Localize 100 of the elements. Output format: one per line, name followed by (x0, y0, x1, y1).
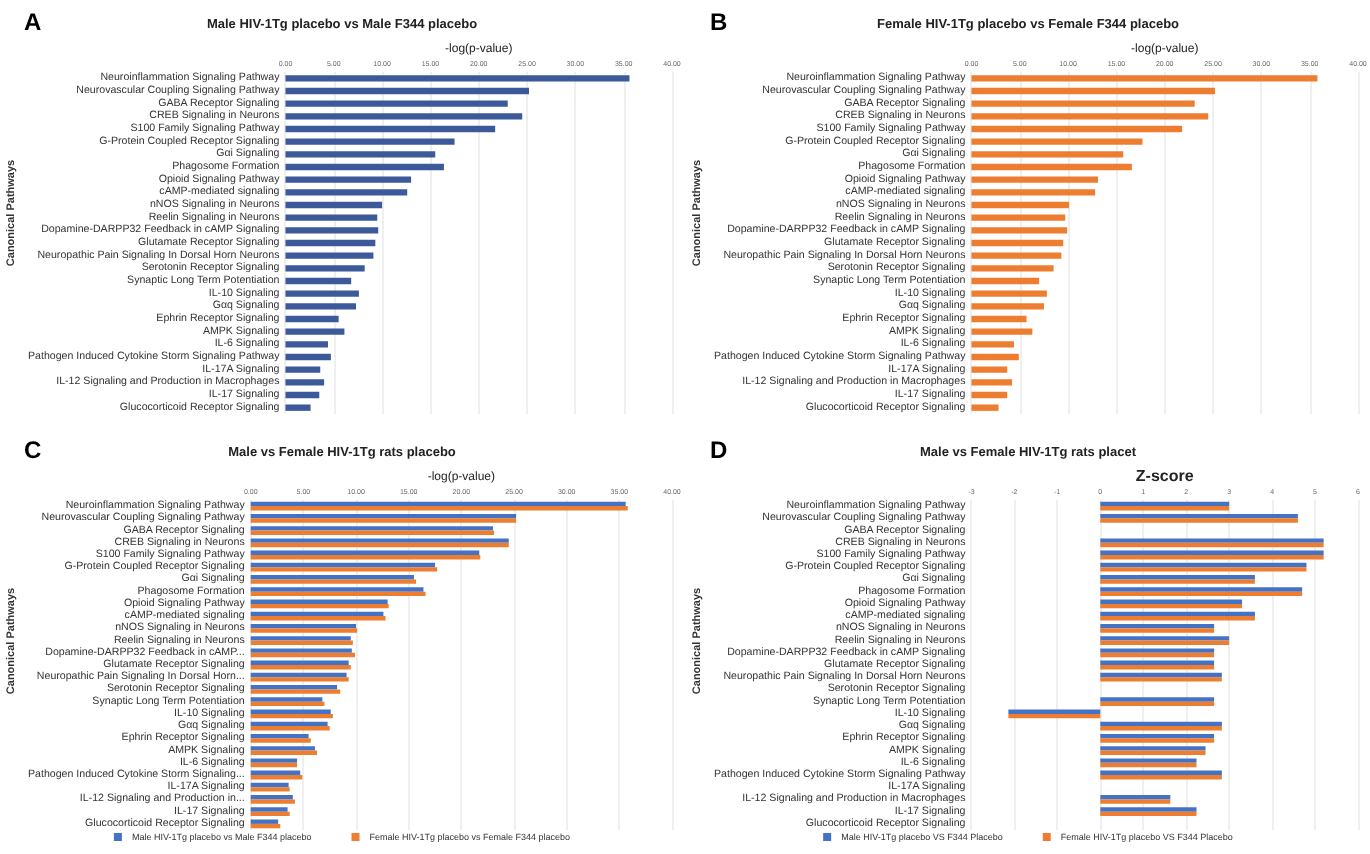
bar (250, 665, 351, 670)
bar (250, 726, 330, 731)
bar (971, 75, 1318, 82)
bar (1100, 672, 1222, 678)
bar (285, 366, 321, 373)
bar (250, 550, 480, 555)
x-axis-title: Z-score (1135, 467, 1195, 485)
bar (250, 697, 323, 702)
bar (1100, 603, 1243, 609)
bar (1100, 762, 1197, 768)
bar (1100, 665, 1215, 670)
bar (250, 506, 628, 511)
bar (250, 513, 517, 519)
bar (1100, 611, 1255, 617)
bar (250, 660, 349, 665)
bar (971, 391, 1008, 399)
bar (285, 100, 508, 107)
bar (971, 404, 999, 411)
bar (250, 770, 301, 775)
bar (250, 628, 358, 633)
bar (285, 214, 378, 221)
bar (250, 672, 347, 678)
bar (250, 542, 509, 548)
bar (285, 328, 345, 335)
bar (1100, 616, 1255, 621)
bar (1100, 501, 1230, 507)
bar (971, 252, 1062, 259)
bar (971, 341, 1014, 348)
text: D (710, 436, 728, 464)
bar (971, 303, 1044, 310)
bar (285, 239, 376, 247)
bar (250, 775, 303, 780)
bar (1100, 506, 1230, 511)
bar (250, 648, 352, 653)
bar (1100, 648, 1215, 653)
bar (250, 819, 279, 824)
bar (250, 652, 355, 658)
bar (250, 762, 298, 768)
bar (250, 555, 481, 560)
bar (250, 567, 438, 572)
bar (285, 125, 496, 133)
bar (285, 189, 408, 196)
bar (971, 214, 1066, 221)
bar (971, 201, 1070, 209)
bar (1100, 513, 1298, 519)
bar (971, 379, 1013, 386)
bar (971, 265, 1054, 272)
bar (285, 315, 339, 323)
bar (971, 353, 1019, 361)
bar (1100, 807, 1197, 812)
bar (250, 787, 290, 792)
bar (250, 738, 311, 743)
bar (971, 176, 1099, 183)
bar (250, 538, 509, 543)
bar (1100, 555, 1324, 560)
bar (971, 328, 1033, 335)
bar (1100, 562, 1307, 568)
bar (285, 176, 412, 183)
bar (1100, 660, 1215, 665)
bar (1100, 550, 1324, 555)
bar (1100, 567, 1307, 572)
bar (250, 611, 384, 617)
bar (971, 125, 1183, 133)
bar (250, 701, 325, 707)
bar (250, 616, 386, 621)
bar (250, 501, 626, 507)
bar (250, 721, 328, 727)
bar (285, 75, 630, 82)
bar (285, 341, 328, 348)
bar (1100, 518, 1298, 523)
bar (1100, 591, 1303, 597)
bar (250, 587, 424, 592)
bar (250, 782, 289, 788)
bar (285, 252, 374, 259)
bar (1100, 811, 1197, 817)
bar (1100, 758, 1197, 763)
bar (1100, 697, 1215, 702)
bar (1100, 538, 1324, 543)
bar (1100, 733, 1215, 739)
bar (285, 201, 383, 209)
bar (250, 709, 331, 714)
bar (1100, 587, 1303, 592)
bar (250, 811, 290, 817)
bar (250, 623, 357, 629)
bar (250, 713, 333, 719)
bar (250, 807, 288, 812)
bar (285, 290, 359, 297)
bar (1100, 726, 1222, 731)
bar (1100, 599, 1243, 604)
bar (285, 138, 455, 145)
bar (971, 163, 1132, 171)
bar (971, 315, 1027, 323)
bar (250, 733, 309, 739)
bar (285, 404, 311, 411)
bar (1100, 652, 1215, 658)
bar (971, 277, 1040, 285)
bar (1100, 770, 1222, 775)
text: B (710, 8, 728, 36)
bar (1100, 677, 1222, 682)
bar (1008, 713, 1101, 719)
